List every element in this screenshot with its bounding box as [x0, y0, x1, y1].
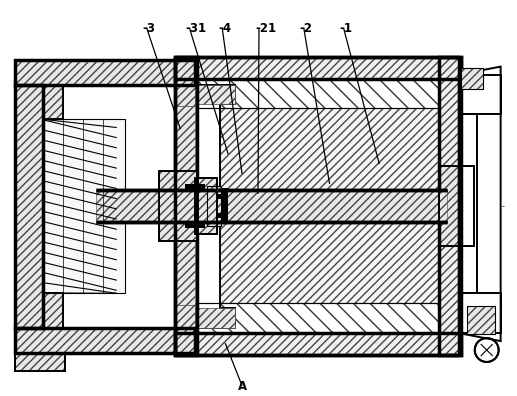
Bar: [197, 109, 439, 190]
Text: A: A: [238, 380, 247, 393]
Bar: [16, 353, 65, 371]
Bar: [16, 328, 195, 353]
Bar: [439, 57, 461, 355]
Bar: [459, 74, 500, 114]
Bar: [175, 57, 195, 107]
Bar: [16, 60, 195, 84]
Bar: [459, 293, 500, 333]
Bar: [159, 171, 199, 241]
Bar: [197, 303, 439, 333]
Bar: [96, 190, 447, 222]
Bar: [481, 114, 498, 293]
Bar: [197, 109, 439, 190]
Bar: [175, 57, 197, 355]
Bar: [195, 308, 235, 328]
Bar: [461, 68, 483, 89]
Text: -21: -21: [255, 22, 276, 35]
Bar: [197, 78, 439, 109]
Bar: [43, 293, 63, 328]
Bar: [459, 74, 500, 114]
Polygon shape: [175, 57, 235, 355]
Text: -31: -31: [186, 22, 206, 35]
Bar: [197, 222, 439, 303]
Bar: [186, 184, 205, 190]
Bar: [43, 84, 63, 119]
Bar: [197, 78, 439, 109]
Bar: [467, 306, 495, 334]
Polygon shape: [459, 67, 500, 341]
Text: -4: -4: [218, 22, 231, 35]
Bar: [217, 213, 227, 218]
Bar: [207, 186, 221, 226]
Bar: [461, 68, 483, 89]
Bar: [459, 114, 477, 293]
Bar: [175, 333, 461, 355]
Bar: [16, 84, 43, 328]
Bar: [439, 57, 461, 355]
Bar: [175, 57, 461, 78]
Bar: [175, 57, 197, 355]
Bar: [467, 306, 495, 334]
Bar: [195, 178, 217, 234]
Bar: [175, 57, 461, 78]
Bar: [175, 107, 195, 305]
Bar: [159, 171, 199, 241]
Bar: [195, 178, 217, 234]
Text: -1: -1: [340, 22, 353, 35]
Bar: [43, 293, 63, 328]
Bar: [175, 333, 461, 355]
Bar: [197, 303, 439, 333]
Text: -2: -2: [300, 22, 313, 35]
Bar: [439, 166, 474, 246]
Bar: [43, 84, 63, 119]
Bar: [16, 328, 195, 353]
Text: -3: -3: [143, 22, 156, 35]
Bar: [222, 188, 228, 224]
Bar: [16, 353, 65, 371]
Bar: [207, 186, 221, 226]
Bar: [217, 194, 227, 199]
Bar: [439, 166, 474, 246]
Bar: [459, 293, 500, 333]
Bar: [43, 119, 125, 293]
Bar: [16, 84, 43, 328]
Bar: [175, 305, 195, 355]
Bar: [16, 60, 195, 84]
Bar: [186, 222, 205, 228]
Bar: [197, 222, 439, 303]
Bar: [459, 114, 477, 293]
Bar: [195, 84, 235, 105]
